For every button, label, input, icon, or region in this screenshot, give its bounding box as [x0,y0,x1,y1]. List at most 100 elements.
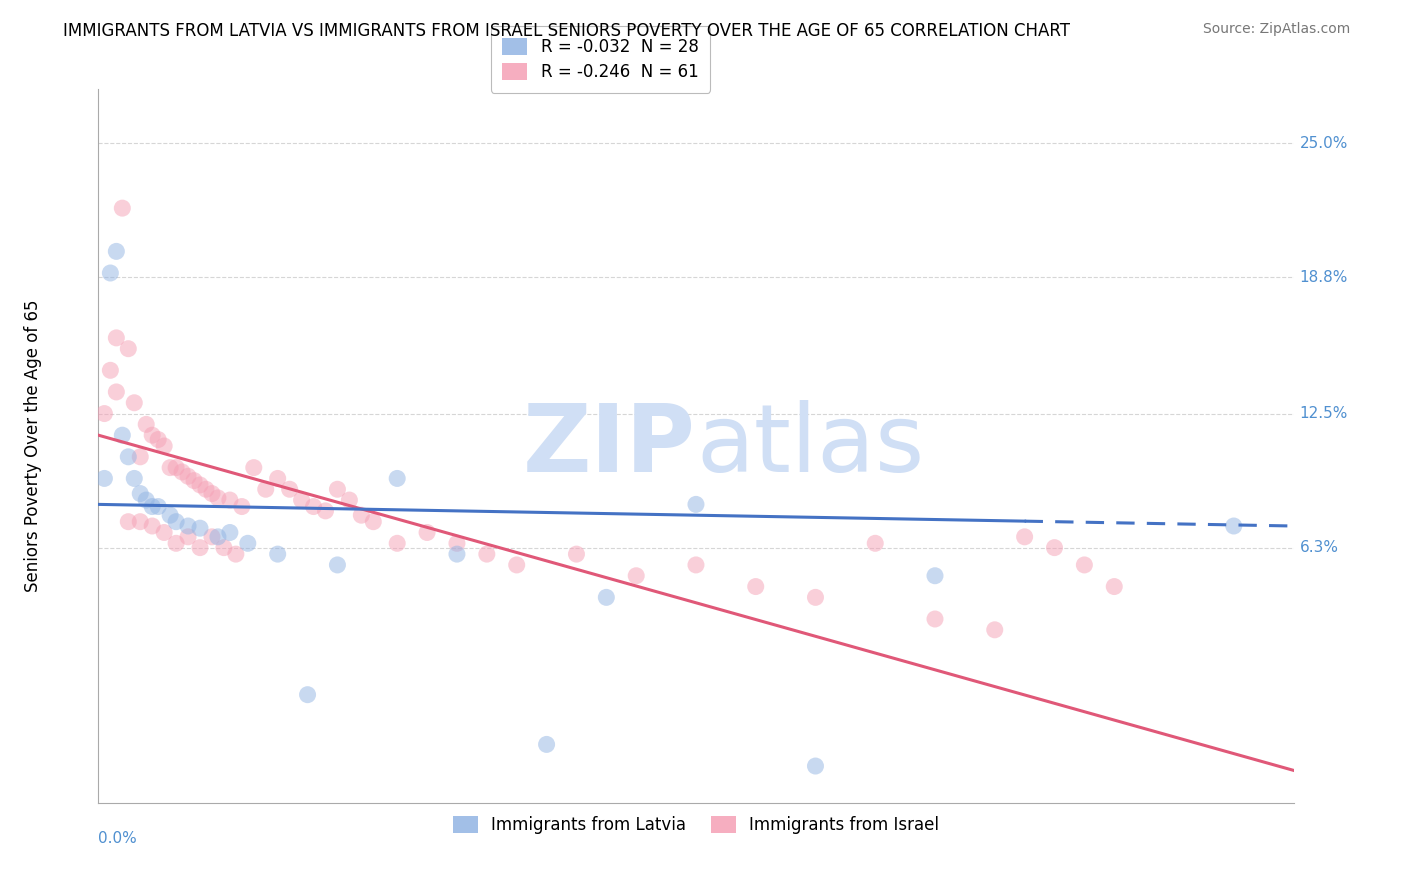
Point [506,558,529,572]
Point [129,515,152,529]
Point [219,493,242,508]
Point [177,469,200,483]
Point [124,396,146,410]
Point [98,363,122,377]
Point [129,450,152,464]
Legend: Immigrants from Latvia, Immigrants from Israel: Immigrants from Latvia, Immigrants from … [446,809,946,841]
Point [984,623,1007,637]
Point [111,428,134,442]
Point [565,547,588,561]
Point [212,541,235,555]
Text: 12.5%: 12.5% [1299,406,1348,421]
Point [385,471,409,485]
Point [243,460,266,475]
Point [105,384,128,399]
Point [159,508,181,523]
Point [267,547,290,561]
Point [1014,530,1036,544]
Text: 25.0%: 25.0% [1299,136,1348,151]
Point [291,493,314,508]
Point [105,244,128,259]
Point [267,471,290,485]
Text: Seniors Poverty Over the Age of 65: Seniors Poverty Over the Age of 65 [24,300,42,592]
Point [188,478,211,492]
Point [475,547,498,561]
Point [165,515,187,529]
Point [302,500,325,514]
Point [804,759,827,773]
Point [111,201,134,215]
Point [188,541,211,555]
Point [165,460,187,475]
Point [231,500,253,514]
Point [350,508,373,523]
Text: Source: ZipAtlas.com: Source: ZipAtlas.com [1202,22,1350,37]
Point [446,536,468,550]
Point [172,465,194,479]
Point [98,266,122,280]
Point [129,486,152,500]
Point [595,591,617,605]
Point [177,530,200,544]
Point [219,525,242,540]
Point [865,536,887,550]
Point [207,491,229,505]
Point [93,471,115,485]
Point [141,428,163,442]
Text: 0.0%: 0.0% [98,831,138,847]
Point [135,417,157,432]
Point [153,525,176,540]
Text: IMMIGRANTS FROM LATVIA VS IMMIGRANTS FROM ISRAEL SENIORS POVERTY OVER THE AGE OF: IMMIGRANTS FROM LATVIA VS IMMIGRANTS FRO… [63,22,1070,40]
Point [363,515,385,529]
Point [148,500,170,514]
Point [315,504,337,518]
Point [804,591,827,605]
Point [385,536,409,550]
Point [183,474,205,488]
Point [626,568,648,582]
Point [685,558,707,572]
Text: 6.3%: 6.3% [1299,541,1339,555]
Point [297,688,319,702]
Point [177,519,200,533]
Point [278,482,301,496]
Point [326,482,349,496]
Point [446,547,468,561]
Point [685,497,707,511]
Text: 18.8%: 18.8% [1299,270,1348,285]
Point [117,342,139,356]
Point [117,450,139,464]
Text: atlas: atlas [696,400,924,492]
Point [416,525,439,540]
Point [124,471,146,485]
Point [745,580,768,594]
Point [236,536,259,550]
Point [135,493,157,508]
Point [201,530,224,544]
Point [165,536,187,550]
Point [536,738,558,752]
Point [93,407,115,421]
Point [153,439,176,453]
Point [1104,580,1126,594]
Point [1223,519,1246,533]
Point [159,460,181,475]
Point [105,331,128,345]
Point [148,433,170,447]
Point [326,558,349,572]
Point [924,612,946,626]
Point [254,482,277,496]
Point [141,500,163,514]
Point [188,521,211,535]
Point [207,530,229,544]
Point [201,486,224,500]
Point [924,568,946,582]
Point [195,482,218,496]
Point [1043,541,1066,555]
Point [141,519,163,533]
Point [1073,558,1095,572]
Point [339,493,361,508]
Point [225,547,247,561]
Point [117,515,139,529]
Text: ZIP: ZIP [523,400,696,492]
